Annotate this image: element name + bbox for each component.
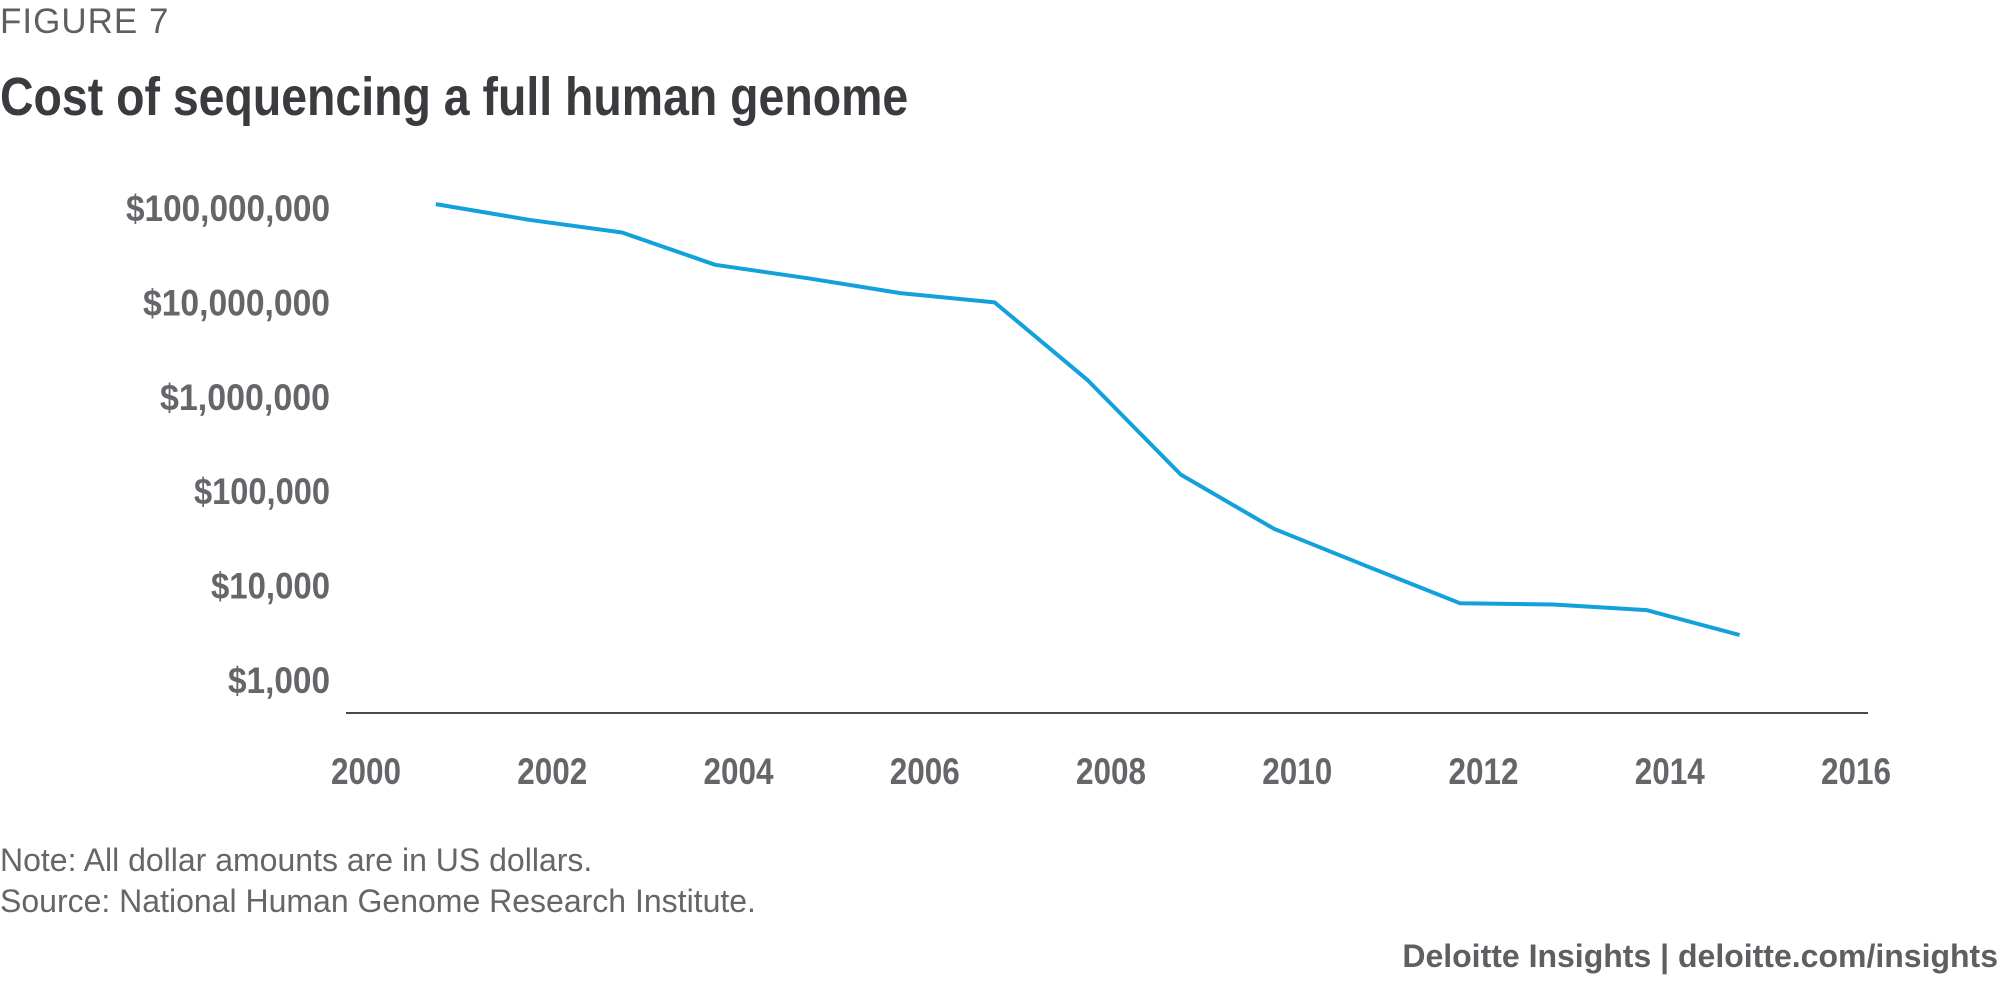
x-tick-label: 2002: [517, 751, 587, 792]
y-tick-label: $1,000: [228, 660, 330, 701]
chart-source: Source: National Human Genome Research I…: [0, 883, 756, 919]
x-tick-label: 2016: [1821, 751, 1891, 792]
series-group: [435, 202, 1741, 637]
y-tick-label: $100,000: [194, 471, 330, 512]
brand-link-text[interactable]: Deloitte Insights | deloitte.com/insight…: [1402, 938, 1998, 974]
x-tick-label: 2010: [1262, 751, 1332, 792]
x-tick-label: 2014: [1635, 751, 1705, 792]
line-chart: $1,000 $10,000 $100,000 $1,000,000 $10,000,0…: [126, 188, 1891, 792]
y-tick-label: $10,000: [211, 566, 330, 607]
series-line: [435, 202, 1741, 637]
x-tick-label: 2008: [1076, 751, 1146, 792]
x-tick-label: 2000: [331, 751, 401, 792]
x-axis-labels: 2000 2002 2004 2006 2008 2010 2012 2014 2016: [331, 751, 1891, 792]
x-tick-label: 2006: [890, 751, 960, 792]
chart-note: Note: All dollar amounts are in US dolla…: [0, 842, 593, 878]
y-tick-label: $10,000,000: [143, 282, 330, 323]
y-tick-label: $1,000,000: [160, 377, 330, 418]
chart-title: Cost of sequencing a full human genome: [0, 67, 909, 127]
y-axis-labels: $1,000 $10,000 $100,000 $1,000,000 $10,000,0…: [126, 188, 330, 701]
x-tick-label: 2004: [704, 751, 774, 792]
figure-label: FIGURE 7: [0, 2, 170, 41]
x-tick-label: 2012: [1449, 751, 1519, 792]
y-tick-label: $100,000,000: [126, 188, 330, 229]
